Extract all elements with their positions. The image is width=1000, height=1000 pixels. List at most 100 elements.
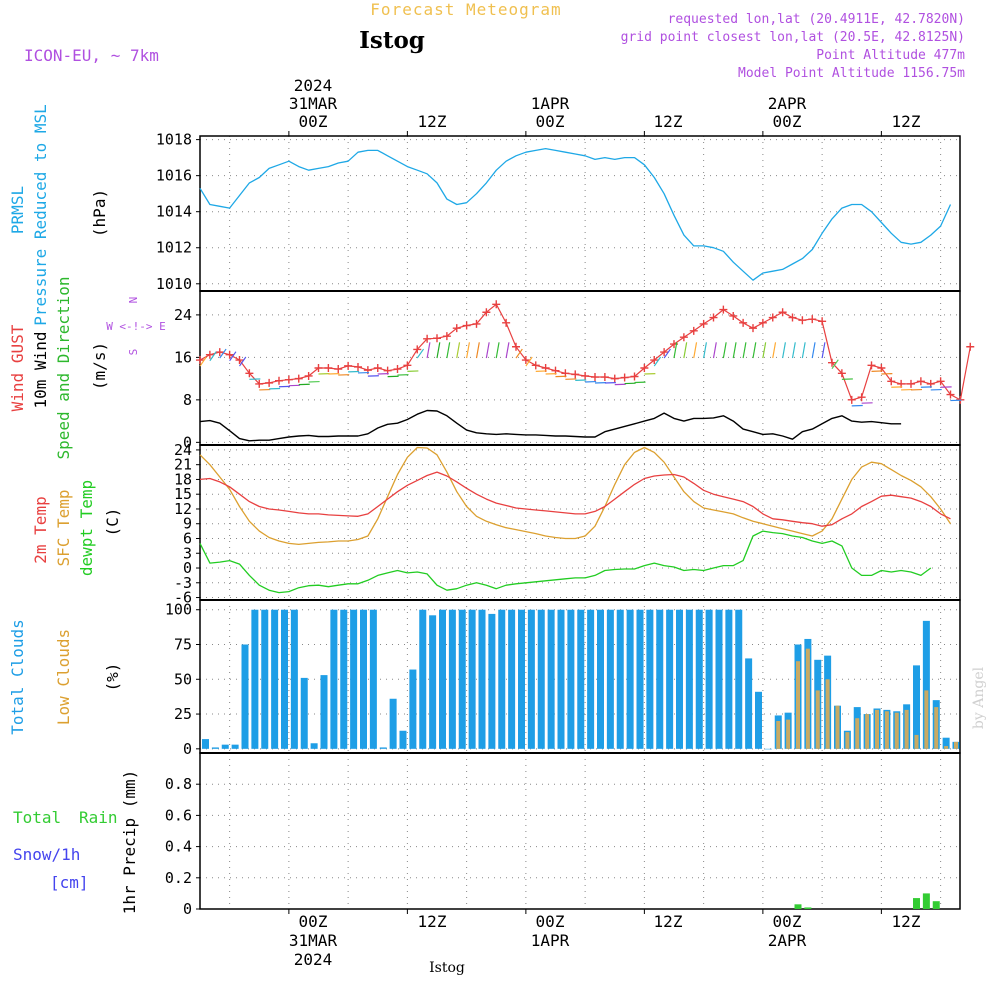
snow-label: Snow/1h bbox=[13, 845, 80, 864]
gust-marker bbox=[196, 356, 204, 365]
gust-marker bbox=[620, 373, 629, 382]
gust-marker bbox=[531, 361, 540, 370]
wind-arrow bbox=[732, 342, 737, 359]
y-tick-label: 18 bbox=[174, 470, 192, 488]
wind-arrow bbox=[199, 356, 207, 367]
gust-marker bbox=[521, 356, 530, 365]
total-rain-label-2: Rain bbox=[79, 808, 118, 827]
top-time-axis: 2024 31MAR 00Z 12Z 1APR 00Z 12Z 2APR 00Z… bbox=[289, 76, 921, 131]
rain-bar bbox=[804, 907, 812, 909]
low-cloud-bar bbox=[914, 734, 919, 749]
total-cloud-bar bbox=[281, 609, 288, 749]
gust-marker bbox=[284, 375, 293, 384]
gust-marker bbox=[225, 350, 234, 359]
gust-marker bbox=[828, 358, 836, 367]
top-label-line: 00Z bbox=[536, 112, 565, 131]
y-tick-label: 0.6 bbox=[165, 806, 192, 824]
total-cloud-bar bbox=[498, 609, 506, 749]
gust-marker bbox=[294, 374, 303, 383]
wind-arrow bbox=[456, 342, 461, 359]
total-cloud-bar bbox=[705, 609, 713, 749]
wind-arrow bbox=[209, 351, 217, 362]
total-cloud-bar bbox=[735, 609, 743, 749]
total-cloud-bar bbox=[715, 609, 723, 749]
y-tick-label: 1016 bbox=[156, 167, 192, 185]
low-cloud-bar bbox=[875, 709, 879, 749]
total-cloud-bar bbox=[626, 609, 634, 749]
total-cloud-bar bbox=[557, 609, 565, 749]
gust-marker bbox=[709, 313, 718, 322]
total-cloud-bar bbox=[597, 609, 604, 749]
total-cloud-bar bbox=[913, 665, 920, 749]
total-cloud-bar bbox=[745, 658, 753, 749]
wind-arrow bbox=[525, 356, 533, 367]
low-cloud-bar bbox=[855, 718, 860, 749]
gust-marker bbox=[413, 345, 422, 354]
low-cloud-bar bbox=[805, 648, 810, 749]
total-cloud-bar bbox=[379, 747, 387, 749]
top-label-line: 2APR bbox=[768, 94, 807, 113]
panel-4: 0 0.2 0.4 0.6 0.8 bbox=[165, 752, 961, 918]
gust-marker bbox=[778, 308, 787, 317]
low-cloud-bar bbox=[884, 711, 889, 749]
wind-arrow bbox=[475, 342, 480, 359]
total-cloud-bar bbox=[587, 609, 595, 749]
total-cloud-bar bbox=[211, 747, 219, 749]
wind-speed-line bbox=[199, 409, 902, 442]
bottom-label-line: 12Z bbox=[654, 912, 683, 931]
low-cloud-bar bbox=[776, 721, 781, 749]
gust-marker bbox=[492, 300, 501, 309]
gust-marker bbox=[749, 324, 757, 333]
pressure-unit: (hPa) bbox=[90, 189, 109, 237]
total-cloud-bar bbox=[547, 609, 555, 749]
total-cloud-bar bbox=[369, 609, 377, 749]
gust-marker bbox=[729, 311, 738, 320]
low-cloud-bar bbox=[954, 741, 958, 749]
wind-arrow bbox=[712, 342, 717, 359]
y-tick-label: 12 bbox=[174, 500, 192, 518]
y-tick-label: 1018 bbox=[156, 131, 192, 149]
total-cloud-bar bbox=[320, 675, 328, 749]
clouds-unit: (%) bbox=[103, 663, 122, 692]
total-cloud-bar bbox=[310, 743, 318, 749]
total-cloud-bar bbox=[458, 609, 466, 749]
total-clouds-label: Total Clouds bbox=[8, 619, 27, 735]
gust-marker bbox=[857, 393, 866, 402]
gust-marker bbox=[265, 378, 274, 387]
wind-unit: (m/s) bbox=[90, 342, 109, 390]
gust-marker bbox=[433, 334, 441, 343]
wind-arrow bbox=[683, 342, 688, 359]
gust-marker bbox=[591, 373, 599, 382]
low-clouds-label: Low Clouds bbox=[54, 629, 73, 725]
y-tick-label: -6 bbox=[174, 589, 192, 607]
total-cloud-bar bbox=[537, 609, 545, 749]
total-cloud-bar bbox=[567, 609, 575, 749]
total-rain-label-1: Total bbox=[13, 808, 61, 827]
wind-arrow bbox=[436, 342, 441, 359]
wind-arrow bbox=[772, 342, 777, 359]
total-cloud-bar bbox=[636, 609, 644, 749]
gust-marker bbox=[235, 356, 244, 365]
total-cloud-bar bbox=[439, 609, 446, 749]
gust-marker bbox=[245, 369, 254, 378]
bottom-label-line: 12Z bbox=[892, 912, 921, 931]
total-cloud-bar bbox=[261, 609, 269, 749]
bottom-label-line: 00Z bbox=[536, 912, 565, 931]
total-cloud-bar bbox=[350, 609, 358, 749]
wind-arrow bbox=[722, 342, 727, 359]
wind-arrow bbox=[821, 342, 826, 359]
pressure-line bbox=[199, 147, 952, 281]
app-title: Forecast Meteogram bbox=[370, 0, 561, 19]
panel-labels: PRMSL Pressure Reduced to MSL (hPa) Wind… bbox=[8, 104, 166, 914]
gust-marker bbox=[482, 308, 491, 317]
wind-arrow bbox=[495, 342, 500, 359]
y-tick-label: 1012 bbox=[156, 239, 192, 257]
rain-bar bbox=[913, 898, 920, 909]
gust-marker bbox=[442, 332, 451, 341]
y-tick-label: 0.2 bbox=[165, 869, 192, 887]
total-cloud-bar bbox=[764, 748, 772, 750]
y-tick-label: 9 bbox=[183, 515, 192, 533]
panel-frame bbox=[199, 752, 961, 910]
y-tick-label: 25 bbox=[174, 705, 192, 723]
y-tick-label: 0 bbox=[183, 559, 192, 577]
